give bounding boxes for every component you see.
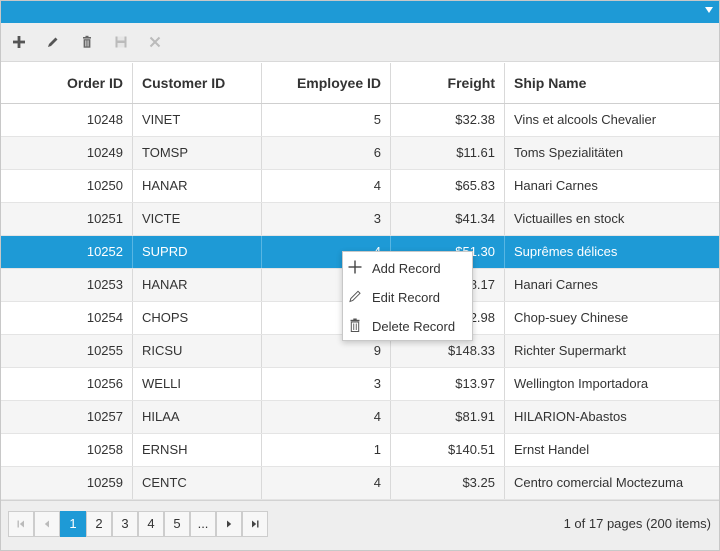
cell-ship-name[interactable]: Toms Spezialitäten xyxy=(514,145,624,160)
menu-item-label: Edit Record xyxy=(372,290,440,305)
context-menu-delete-record[interactable]: Delete Record xyxy=(343,311,472,340)
last-page-icon[interactable] xyxy=(242,511,268,537)
cell-freight[interactable]: $140.51 xyxy=(391,434,505,466)
column-header-freight[interactable]: Freight xyxy=(391,63,505,103)
pager-info: 1 of 17 pages (200 items) xyxy=(563,516,711,531)
more-pages-button[interactable]: ... xyxy=(190,511,216,537)
plus-icon xyxy=(348,260,362,274)
cell-customer-id[interactable]: HANAR xyxy=(133,170,262,202)
menu-item-label: Delete Record xyxy=(372,319,456,334)
column-header-order-id[interactable]: Order ID xyxy=(1,63,133,103)
column-header-ship-name[interactable]: Ship Name xyxy=(514,75,587,91)
cell-order-id[interactable]: 10251 xyxy=(1,203,133,235)
grid-title-bar xyxy=(1,1,719,23)
page-button-3[interactable]: 3 xyxy=(112,511,138,537)
cell-customer-id[interactable]: HANAR xyxy=(133,269,262,301)
table-row[interactable]: 10256 WELLI 3 $13.97 Wellington Importad… xyxy=(1,368,719,401)
cell-order-id[interactable]: 10250 xyxy=(1,170,133,202)
next-page-icon[interactable] xyxy=(216,511,242,537)
page-button-4[interactable]: 4 xyxy=(138,511,164,537)
first-page-icon[interactable] xyxy=(8,511,34,537)
cell-freight[interactable]: $3.25 xyxy=(391,467,505,499)
context-menu: Add Record Edit Record Delete Record xyxy=(342,251,473,341)
cell-order-id[interactable]: 10248 xyxy=(1,104,133,136)
cell-order-id[interactable]: 10249 xyxy=(1,137,133,169)
cell-ship-name[interactable]: Richter Supermarkt xyxy=(514,343,626,358)
cell-ship-name[interactable]: Victuailles en stock xyxy=(514,211,625,226)
cell-employee-id[interactable]: 4 xyxy=(262,170,391,202)
cell-employee-id[interactable]: 4 xyxy=(262,467,391,499)
edit-icon[interactable] xyxy=(44,33,62,51)
cell-freight[interactable]: $148.33 xyxy=(391,335,505,367)
table-row[interactable]: 10257 HILAA 4 $81.91 HILARION-Abastos xyxy=(1,401,719,434)
table-row[interactable]: 10251 VICTE 3 $41.34 Victuailles en stoc… xyxy=(1,203,719,236)
menu-item-label: Add Record xyxy=(372,261,441,276)
cell-employee-id[interactable]: 5 xyxy=(262,104,391,136)
table-row[interactable]: 10259 CENTC 4 $3.25 Centro comercial Moc… xyxy=(1,467,719,500)
cell-customer-id[interactable]: WELLI xyxy=(133,368,262,400)
grid-header: Order ID Customer ID Employee ID Freight… xyxy=(1,63,719,104)
cell-order-id[interactable]: 10258 xyxy=(1,434,133,466)
cell-customer-id[interactable]: CENTC xyxy=(133,467,262,499)
cell-customer-id[interactable]: TOMSP xyxy=(133,137,262,169)
cell-customer-id[interactable]: ERNSH xyxy=(133,434,262,466)
cell-customer-id[interactable]: CHOPS xyxy=(133,302,262,334)
cell-ship-name[interactable]: Suprêmes délices xyxy=(514,244,618,259)
cell-ship-name[interactable]: Hanari Carnes xyxy=(514,277,598,292)
cell-ship-name[interactable]: Ernst Handel xyxy=(514,442,590,457)
table-row[interactable]: 10249 TOMSP 6 $11.61 Toms Spezialitäten xyxy=(1,137,719,170)
pencil-icon xyxy=(348,289,362,303)
context-menu-add-record[interactable]: Add Record xyxy=(343,253,472,282)
cell-ship-name[interactable]: Centro comercial Moctezuma xyxy=(514,475,684,490)
cell-order-id[interactable]: 10254 xyxy=(1,302,133,334)
cell-customer-id[interactable]: VINET xyxy=(133,104,262,136)
cell-customer-id[interactable]: RICSU xyxy=(133,335,262,367)
cell-order-id[interactable]: 10252 xyxy=(1,236,133,268)
cell-freight[interactable]: $81.91 xyxy=(391,401,505,433)
cell-customer-id[interactable]: VICTE xyxy=(133,203,262,235)
cell-customer-id[interactable]: SUPRD xyxy=(133,236,262,268)
cell-employee-id[interactable]: 3 xyxy=(262,368,391,400)
cell-employee-id[interactable]: 1 xyxy=(262,434,391,466)
page-button-2[interactable]: 2 xyxy=(86,511,112,537)
cell-order-id[interactable]: 10256 xyxy=(1,368,133,400)
page-button-5[interactable]: 5 xyxy=(164,511,190,537)
delete-icon[interactable] xyxy=(78,33,96,51)
cell-ship-name[interactable]: Vins et alcools Chevalier xyxy=(514,112,657,127)
cell-ship-name[interactable]: Hanari Carnes xyxy=(514,178,598,193)
cell-employee-id[interactable]: 9 xyxy=(262,335,391,367)
table-row[interactable]: 10248 VINET 5 $32.38 Vins et alcools Che… xyxy=(1,104,719,137)
cell-ship-name[interactable]: Wellington Importadora xyxy=(514,376,649,391)
cell-order-id[interactable]: 10253 xyxy=(1,269,133,301)
collapse-arrow-icon[interactable] xyxy=(705,7,713,13)
cell-freight[interactable]: $65.83 xyxy=(391,170,505,202)
trash-icon xyxy=(348,318,362,332)
cell-order-id[interactable]: 10259 xyxy=(1,467,133,499)
pager: 1 2 3 4 5 ... 1 of 17 pages (200 items) xyxy=(1,500,719,550)
save-icon[interactable] xyxy=(112,33,130,51)
cell-employee-id[interactable]: 4 xyxy=(262,401,391,433)
column-header-employee-id[interactable]: Employee ID xyxy=(262,63,391,103)
cell-order-id[interactable]: 10255 xyxy=(1,335,133,367)
cell-order-id[interactable]: 10257 xyxy=(1,401,133,433)
grid-toolbar xyxy=(1,23,719,62)
cell-freight[interactable]: $41.34 xyxy=(391,203,505,235)
cell-employee-id[interactable]: 6 xyxy=(262,137,391,169)
table-row[interactable]: 10250 HANAR 4 $65.83 Hanari Carnes xyxy=(1,170,719,203)
cell-ship-name[interactable]: Chop-suey Chinese xyxy=(514,310,629,325)
prev-page-icon[interactable] xyxy=(34,511,60,537)
table-row[interactable]: 10258 ERNSH 1 $140.51 Ernst Handel xyxy=(1,434,719,467)
cell-freight[interactable]: $13.97 xyxy=(391,368,505,400)
column-header-customer-id[interactable]: Customer ID xyxy=(133,63,262,103)
add-icon[interactable] xyxy=(10,33,28,51)
cell-ship-name[interactable]: HILARION-Abastos xyxy=(514,409,627,424)
cell-employee-id[interactable]: 3 xyxy=(262,203,391,235)
cell-freight[interactable]: $11.61 xyxy=(391,137,505,169)
page-button-1[interactable]: 1 xyxy=(60,511,86,537)
cancel-icon[interactable] xyxy=(146,33,164,51)
cell-customer-id[interactable]: HILAA xyxy=(133,401,262,433)
cell-freight[interactable]: $32.38 xyxy=(391,104,505,136)
context-menu-edit-record[interactable]: Edit Record xyxy=(343,282,472,311)
